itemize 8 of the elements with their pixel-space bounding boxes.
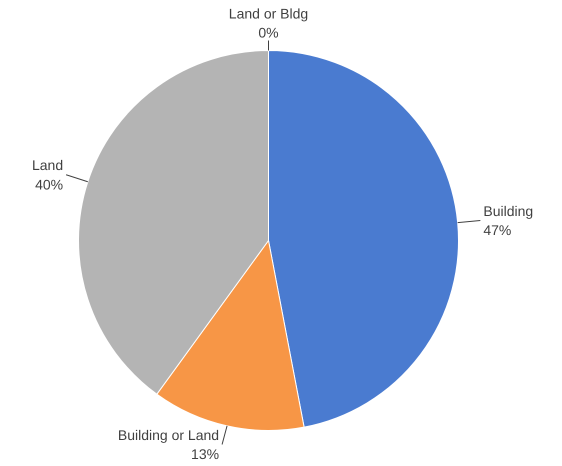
text: 0% [258, 24, 279, 40]
data-label: 13% [191, 446, 220, 462]
data-label: 47% [483, 222, 512, 238]
data-label: 40% [35, 176, 64, 192]
slice-label: Building [483, 202, 534, 219]
slice-label: Land [32, 157, 64, 174]
slice-label: Building or Land [118, 426, 220, 443]
category-label: Land or Bldg [228, 5, 308, 22]
